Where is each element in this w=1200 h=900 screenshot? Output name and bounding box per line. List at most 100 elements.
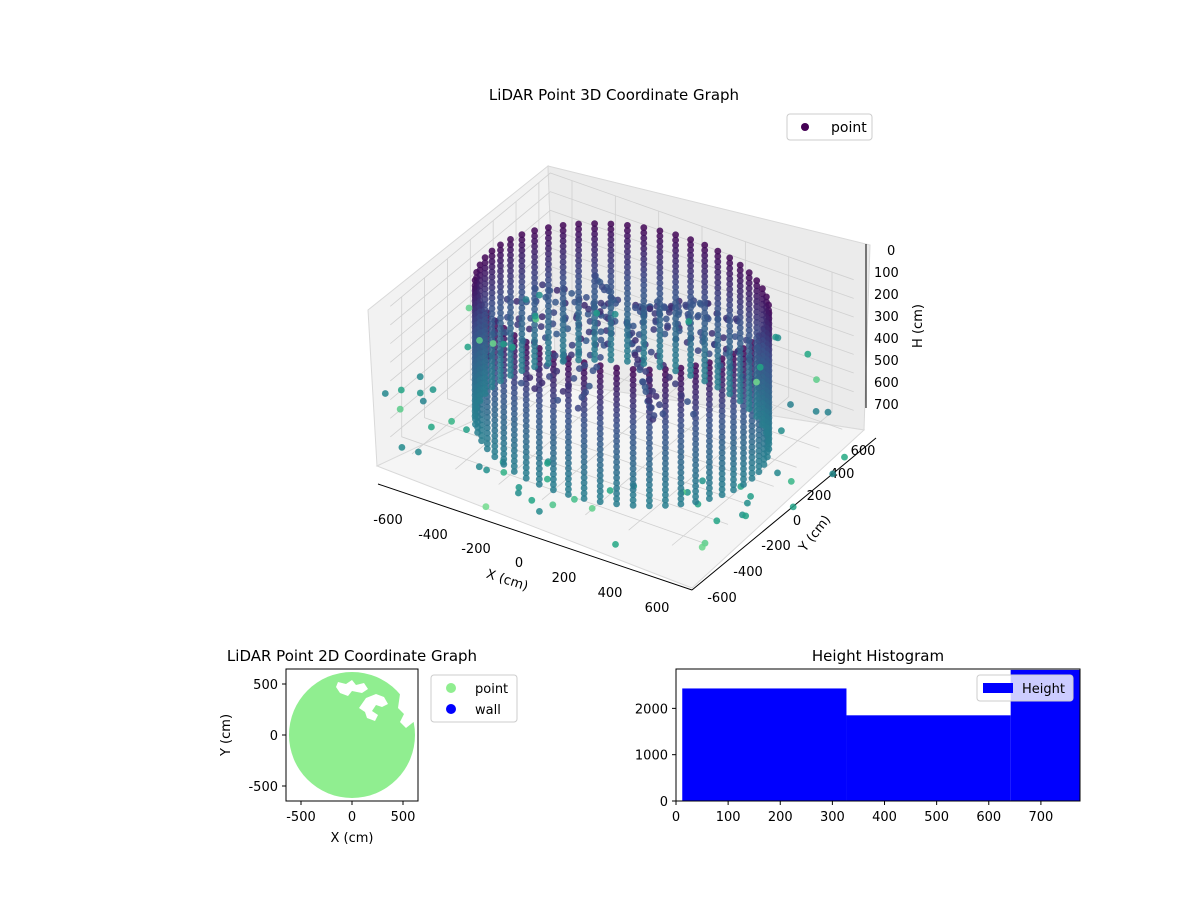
data-point (701, 262, 709, 270)
data-point (730, 439, 737, 447)
x-tick-label: 600 (645, 601, 670, 616)
data-point (740, 407, 747, 415)
data-point (550, 439, 557, 447)
data-point (640, 318, 648, 326)
data-point (535, 392, 543, 399)
data-point (753, 350, 761, 358)
data-point (518, 346, 526, 354)
data-point (531, 337, 538, 344)
data-point (528, 496, 536, 504)
data-point (701, 252, 709, 259)
data-point (624, 232, 631, 240)
data-point (535, 475, 543, 483)
data-point (559, 263, 567, 271)
data-point (613, 453, 620, 461)
data-point (692, 487, 699, 495)
data-point (701, 257, 709, 265)
data-point (559, 274, 567, 281)
data-point (714, 378, 722, 386)
data-point (706, 385, 713, 393)
data-point (748, 448, 756, 456)
data-point (759, 358, 766, 366)
data-point (624, 227, 631, 235)
data-point (531, 227, 538, 235)
data-point (559, 295, 567, 302)
data-point (465, 304, 473, 312)
legend-label: Height (1022, 682, 1065, 697)
data-point (629, 486, 637, 493)
data-point (580, 411, 588, 419)
data-point (550, 465, 557, 473)
data-point (575, 319, 582, 327)
data-point (591, 340, 598, 348)
data-point (488, 326, 496, 333)
data-point (720, 334, 727, 342)
data-point (565, 412, 572, 420)
data-point (481, 369, 489, 377)
data-point (624, 321, 631, 329)
data-point (701, 335, 709, 343)
data-point (718, 418, 726, 425)
data-point (713, 517, 721, 525)
data-point (736, 261, 744, 269)
data-point (596, 451, 604, 458)
data-point (662, 486, 669, 494)
data-point (736, 282, 744, 290)
data-point (692, 372, 699, 380)
data-point (565, 465, 572, 472)
data-point (701, 367, 709, 374)
data-point (706, 422, 713, 429)
data-point (687, 283, 694, 290)
data-point (581, 362, 589, 369)
data-point (684, 489, 691, 496)
data-point (507, 324, 514, 332)
data-point (476, 303, 484, 311)
chart-histogram: Height Histogram 0 100 200 300 400 500 600 7000… (635, 647, 1081, 825)
data-point (575, 278, 582, 285)
data-point (656, 352, 664, 360)
data-point (740, 460, 747, 467)
data-point (574, 404, 582, 412)
data-point (546, 373, 553, 380)
data-point (500, 408, 508, 416)
data-point (596, 487, 604, 495)
data-point (631, 351, 639, 359)
data-point (740, 470, 747, 478)
data-point (575, 246, 582, 254)
data-point (476, 371, 484, 378)
data-point (714, 347, 722, 354)
data-point (476, 355, 484, 363)
data-point (570, 375, 578, 382)
data-point (692, 362, 699, 370)
data-point (736, 371, 744, 379)
data-point (475, 463, 483, 471)
data-point (497, 251, 504, 259)
x-tick-label: -200 (461, 542, 491, 557)
data-point (488, 367, 496, 375)
data-point (607, 293, 615, 301)
data-point (718, 465, 726, 472)
data-point (730, 429, 737, 436)
data-point (550, 360, 557, 368)
data-point (429, 386, 437, 393)
data-point (531, 274, 538, 282)
data-point (692, 446, 699, 453)
data-point (656, 237, 664, 245)
data-point (629, 392, 637, 399)
histogram-bar (846, 715, 1011, 801)
data-point (662, 496, 669, 504)
data-point (483, 403, 491, 411)
data-point (672, 336, 679, 343)
data-point (677, 453, 685, 461)
data-point (591, 324, 598, 332)
data-point (736, 298, 744, 306)
data-point (745, 295, 753, 303)
data-point (535, 454, 543, 462)
data-point (500, 440, 508, 447)
data-point (745, 305, 753, 313)
data-point (736, 340, 744, 347)
data-point (545, 334, 552, 341)
data-point (535, 444, 543, 452)
data-point (510, 389, 518, 397)
data-point (629, 381, 637, 389)
